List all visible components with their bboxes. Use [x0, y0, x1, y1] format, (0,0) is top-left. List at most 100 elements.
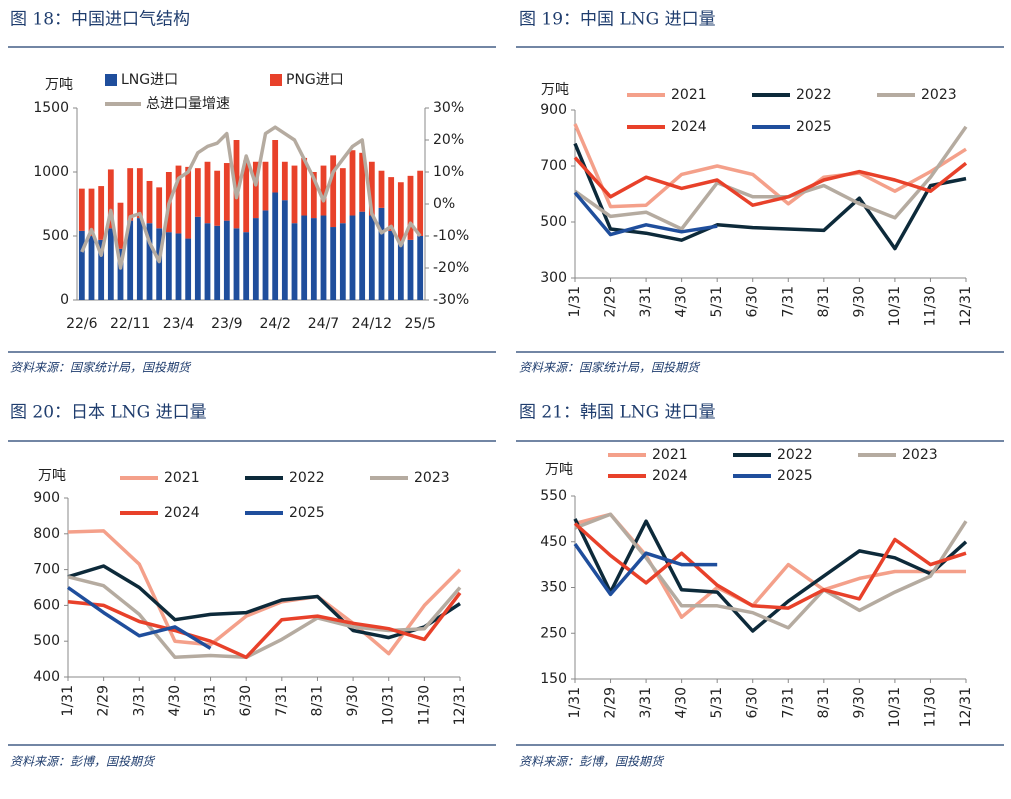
bar — [417, 170, 424, 236]
y-tick-label: 300 — [540, 270, 567, 286]
x-tick-label: 9/30 — [345, 685, 361, 716]
series-line — [67, 529, 462, 656]
x-tick-label: 22/11 — [110, 316, 150, 332]
bar — [339, 223, 346, 300]
x-tick-label: 12/31 — [958, 687, 974, 727]
bar — [98, 186, 105, 240]
y-tick-label: 800 — [33, 526, 60, 542]
bar — [156, 228, 163, 300]
bar — [320, 165, 327, 216]
x-tick-label: 1/31 — [567, 687, 583, 718]
y-tick-label: 450 — [540, 534, 567, 550]
bar — [349, 215, 356, 300]
bar — [310, 172, 317, 219]
bar — [233, 140, 240, 229]
bar — [156, 187, 163, 229]
y-axis-label: 万吨 — [38, 468, 66, 484]
x-tick-label: 24/2 — [259, 316, 290, 332]
y2-tick-label: -20% — [433, 260, 469, 276]
x-tick-label: 12/31 — [452, 685, 468, 725]
x-tick-label: 6/30 — [745, 286, 761, 317]
y-tick-label: 500 — [42, 228, 69, 244]
y-tick-label: 250 — [540, 625, 567, 641]
y2-tick-label: 10% — [433, 164, 464, 180]
series-line — [80, 125, 422, 270]
bar — [407, 239, 414, 300]
bar — [320, 215, 327, 300]
legend-label: 总进口量增速 — [146, 96, 230, 112]
x-tick-label: 1/31 — [60, 685, 76, 716]
bar — [359, 211, 366, 300]
bar — [397, 242, 404, 300]
y-axis-label: 万吨 — [545, 462, 573, 478]
bar — [107, 228, 114, 300]
y-tick-label: 600 — [33, 597, 60, 613]
bar — [175, 233, 182, 300]
legend-swatch — [270, 74, 282, 86]
legend-label: 2022 — [796, 87, 832, 103]
x-tick-label: 4/30 — [167, 685, 183, 716]
y-tick-label: 0 — [60, 292, 69, 308]
x-tick-label: 11/30 — [922, 687, 938, 727]
series-line — [67, 564, 461, 640]
bar — [204, 161, 211, 224]
y-tick-label: 1500 — [33, 100, 69, 116]
bar — [339, 168, 346, 224]
y-tick-label: 1000 — [33, 164, 69, 180]
source-note: 资料来源：彭博，国投期货 — [519, 755, 665, 769]
bar — [291, 165, 298, 224]
bar — [78, 188, 85, 231]
bar — [301, 215, 308, 300]
x-tick-label: 6/30 — [745, 687, 761, 718]
bar — [397, 182, 404, 243]
x-tick-label: 9/30 — [851, 286, 867, 317]
x-tick-label: 24/12 — [352, 316, 392, 332]
x-tick-label: 3/31 — [638, 286, 654, 317]
bar — [214, 225, 221, 300]
x-tick-label: 2/29 — [96, 685, 112, 716]
x-tick-label: 25/5 — [404, 316, 435, 332]
x-tick-label: 23/4 — [163, 316, 195, 332]
source-note: 资料来源：彭博，国投期货 — [10, 755, 156, 769]
bar — [243, 232, 250, 300]
y-axis-label: 万吨 — [45, 77, 73, 93]
legend-label: 2024 — [164, 505, 200, 521]
bar — [301, 157, 308, 216]
y-tick-label: 900 — [33, 490, 60, 506]
x-tick-label: 3/31 — [638, 687, 654, 718]
x-tick-label: 4/30 — [674, 286, 690, 317]
bar — [194, 168, 201, 217]
x-tick-label: 2/29 — [603, 687, 619, 718]
series-line — [573, 542, 718, 597]
x-tick-label: 2/29 — [603, 286, 619, 317]
panel-title: 图 21：韩国 LNG 进口量 — [519, 403, 716, 423]
legend-label: LNG进口 — [121, 72, 178, 88]
bar — [330, 155, 337, 228]
series-line — [67, 591, 462, 660]
panel-title: 图 20：日本 LNG 进口量 — [10, 403, 207, 423]
legend-label: 2025 — [289, 505, 325, 521]
bar — [291, 223, 298, 300]
x-tick-label: 4/30 — [674, 687, 690, 718]
bar — [117, 202, 124, 249]
x-tick-label: 7/31 — [780, 687, 796, 718]
bar — [194, 216, 201, 300]
legend-label: 2025 — [777, 468, 813, 484]
x-tick-label: 7/31 — [274, 685, 290, 716]
y-tick-label: 550 — [540, 488, 567, 504]
legend-label: 2021 — [652, 447, 688, 463]
bar — [388, 177, 395, 231]
x-tick-label: 23/9 — [211, 316, 242, 332]
series-line — [574, 512, 968, 630]
bar — [136, 168, 143, 219]
legend-label: 2022 — [777, 447, 813, 463]
legend-swatch — [105, 74, 117, 86]
bar — [243, 160, 250, 233]
series-line — [573, 123, 967, 209]
x-tick-label: 3/31 — [131, 685, 147, 716]
bar — [417, 236, 424, 300]
bar — [349, 150, 356, 216]
x-tick-label: 6/30 — [238, 685, 254, 716]
y-tick-label: 900 — [540, 102, 567, 118]
